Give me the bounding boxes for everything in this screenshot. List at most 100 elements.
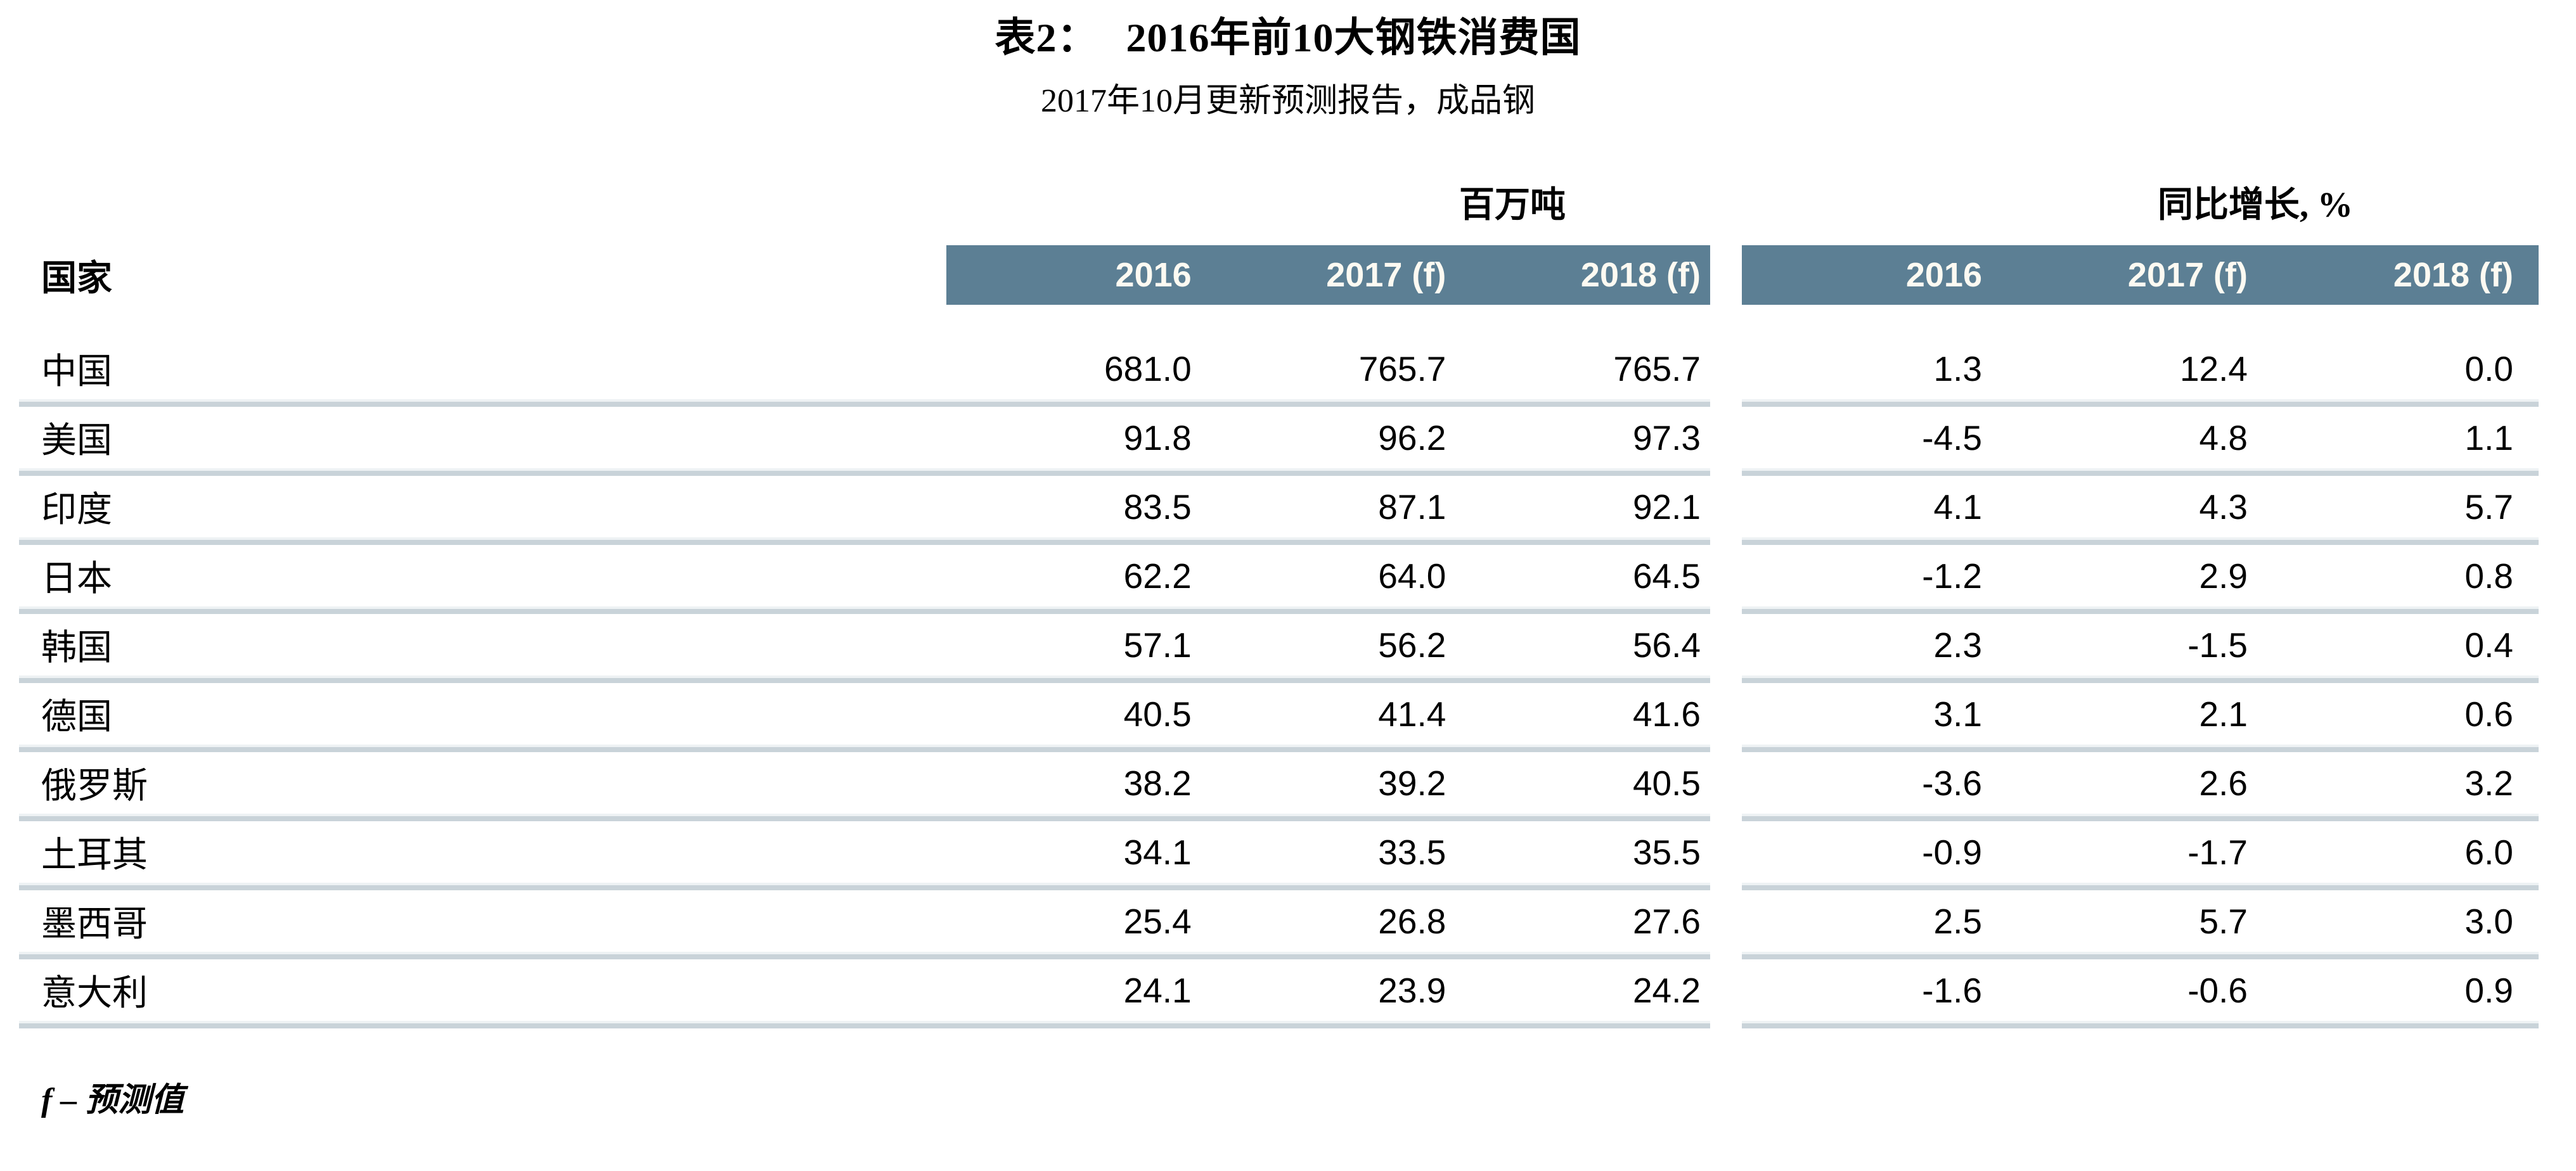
value-cell: 40.5 (1632, 763, 1701, 803)
country-cell: 墨西哥 (41, 905, 148, 944)
value-cell: -1.2 (1922, 556, 1982, 596)
country-cell: 美国 (41, 421, 112, 461)
value-cell: 3.0 (2464, 901, 2513, 941)
value-cell: 4.8 (2199, 418, 2248, 458)
value-cell: 56.2 (1378, 625, 1446, 665)
tonnes-header-band: 2016 2017 (f) 2018 (f) (946, 245, 1710, 305)
value-cell: 62.2 (1123, 556, 1192, 596)
value-cell: -1.7 (2187, 832, 2248, 872)
value-cell: 2.9 (2199, 556, 2248, 596)
country-cell: 土耳其 (41, 836, 148, 875)
table-row: 印度 83.5 87.1 92.1 4.1 4.3 5.7 (19, 476, 2539, 537)
column-header: 2017 (f) (2127, 256, 2248, 294)
row-separator (19, 468, 2539, 476)
value-cell: 57.1 (1123, 625, 1192, 665)
value-cell: 3.2 (2464, 763, 2513, 803)
growth-cells: -4.5 4.8 1.1 (1742, 418, 2539, 458)
column-header: 2016 (1905, 256, 1982, 294)
tonnes-cells: 83.5 87.1 92.1 (946, 487, 1710, 527)
country-cell: 中国 (41, 352, 112, 392)
value-cell: 91.8 (1123, 418, 1192, 458)
row-separator (19, 537, 2539, 545)
value-cell: -1.5 (2187, 625, 2248, 665)
table-row: 俄罗斯 38.2 39.2 40.5 -3.6 2.6 3.2 (19, 752, 2539, 814)
value-cell: -0.9 (1922, 832, 1982, 872)
value-cell: 92.1 (1632, 487, 1701, 527)
value-cell: 12.4 (2179, 349, 2248, 388)
value-cell: 3.1 (1933, 694, 1982, 734)
value-cell: 765.7 (1613, 349, 1701, 388)
value-cell: -1.6 (1922, 970, 1982, 1010)
row-separator (19, 745, 2539, 752)
column-header: 2018 (f) (1580, 256, 1701, 294)
value-cell: 40.5 (1123, 694, 1192, 734)
growth-cells: 3.1 2.1 0.6 (1742, 694, 2539, 734)
row-separator (19, 675, 2539, 683)
row-separator (19, 399, 2539, 407)
value-cell: 2.3 (1933, 625, 1982, 665)
group-label-row: 百万吨 同比增长, % (19, 184, 2539, 227)
group-label-growth: 同比增长, % (2158, 186, 2353, 225)
value-cell: 765.7 (1358, 349, 1446, 388)
value-cell: 38.2 (1123, 763, 1192, 803)
country-column-header: 国家 (41, 259, 112, 298)
value-cell: 4.3 (2199, 487, 2248, 527)
value-cell: 0.6 (2464, 694, 2513, 734)
row-separator (19, 952, 2539, 959)
country-cell: 德国 (41, 698, 112, 737)
table-row: 中国 681.0 765.7 765.7 1.3 12.4 0.0 (19, 338, 2539, 399)
value-cell: 97.3 (1632, 418, 1701, 458)
value-cell: 87.1 (1378, 487, 1446, 527)
value-cell: 0.8 (2464, 556, 2513, 596)
country-cell: 意大利 (41, 974, 148, 1013)
value-cell: 0.4 (2464, 625, 2513, 665)
column-header: 2018 (f) (2393, 256, 2513, 294)
table-row: 德国 40.5 41.4 41.6 3.1 2.1 0.6 (19, 683, 2539, 745)
value-cell: 1.1 (2464, 418, 2513, 458)
tonnes-cells: 681.0 765.7 765.7 (946, 349, 1710, 389)
table-title: 表2： 2016年前10大钢铁消费国 (0, 0, 2576, 61)
value-cell: 34.1 (1123, 832, 1192, 872)
value-cell: 25.4 (1123, 901, 1192, 941)
table-row: 墨西哥 25.4 26.8 27.6 2.5 5.7 3.0 (19, 890, 2539, 952)
tonnes-cells: 34.1 33.5 35.5 (946, 832, 1710, 873)
row-separator (19, 883, 2539, 890)
value-cell: 64.5 (1632, 556, 1701, 596)
table-row: 日本 62.2 64.0 64.5 -1.2 2.9 0.8 (19, 545, 2539, 606)
value-cell: 4.1 (1933, 487, 1982, 527)
value-cell: 27.6 (1632, 901, 1701, 941)
table-body: 中国 681.0 765.7 765.7 1.3 12.4 0.0 美国 91.… (19, 338, 2539, 1028)
table-title-prefix: 表2： (995, 15, 1098, 60)
table-title-main: 2016年前10大钢铁消费国 (1126, 15, 1581, 60)
value-cell: 39.2 (1378, 763, 1446, 803)
growth-cells: -3.6 2.6 3.2 (1742, 763, 2539, 803)
value-cell: 0.0 (2464, 349, 2513, 388)
tonnes-cells: 24.1 23.9 24.2 (946, 970, 1710, 1011)
tonnes-cells: 38.2 39.2 40.5 (946, 763, 1710, 803)
country-cell: 印度 (41, 490, 112, 530)
value-cell: 24.1 (1123, 970, 1192, 1010)
value-cell: 5.7 (2464, 487, 2513, 527)
value-cell: 5.7 (2199, 901, 2248, 941)
tonnes-cells: 57.1 56.2 56.4 (946, 625, 1710, 665)
group-label-tonnes: 百万吨 (1459, 186, 1566, 225)
value-cell: 41.6 (1632, 694, 1701, 734)
value-cell: 681.0 (1104, 349, 1192, 388)
value-cell: 96.2 (1378, 418, 1446, 458)
tonnes-cells: 91.8 96.2 97.3 (946, 418, 1710, 458)
value-cell: 6.0 (2464, 832, 2513, 872)
value-cell: -4.5 (1922, 418, 1982, 458)
value-cell: 0.9 (2464, 970, 2513, 1010)
value-cell: 2.1 (2199, 694, 2248, 734)
consumption-table: 百万吨 同比增长, % 国家 2016 2017 (f) 2018 (f) 20… (19, 184, 2539, 1028)
tonnes-cells: 40.5 41.4 41.6 (946, 694, 1710, 734)
value-cell: -0.6 (2187, 970, 2248, 1010)
value-cell: 26.8 (1378, 901, 1446, 941)
row-separator (19, 814, 2539, 821)
value-cell: 24.2 (1632, 970, 1701, 1010)
value-cell: 64.0 (1378, 556, 1446, 596)
value-cell: 23.9 (1378, 970, 1446, 1010)
growth-cells: -1.2 2.9 0.8 (1742, 556, 2539, 596)
growth-cells: 1.3 12.4 0.0 (1742, 349, 2539, 389)
